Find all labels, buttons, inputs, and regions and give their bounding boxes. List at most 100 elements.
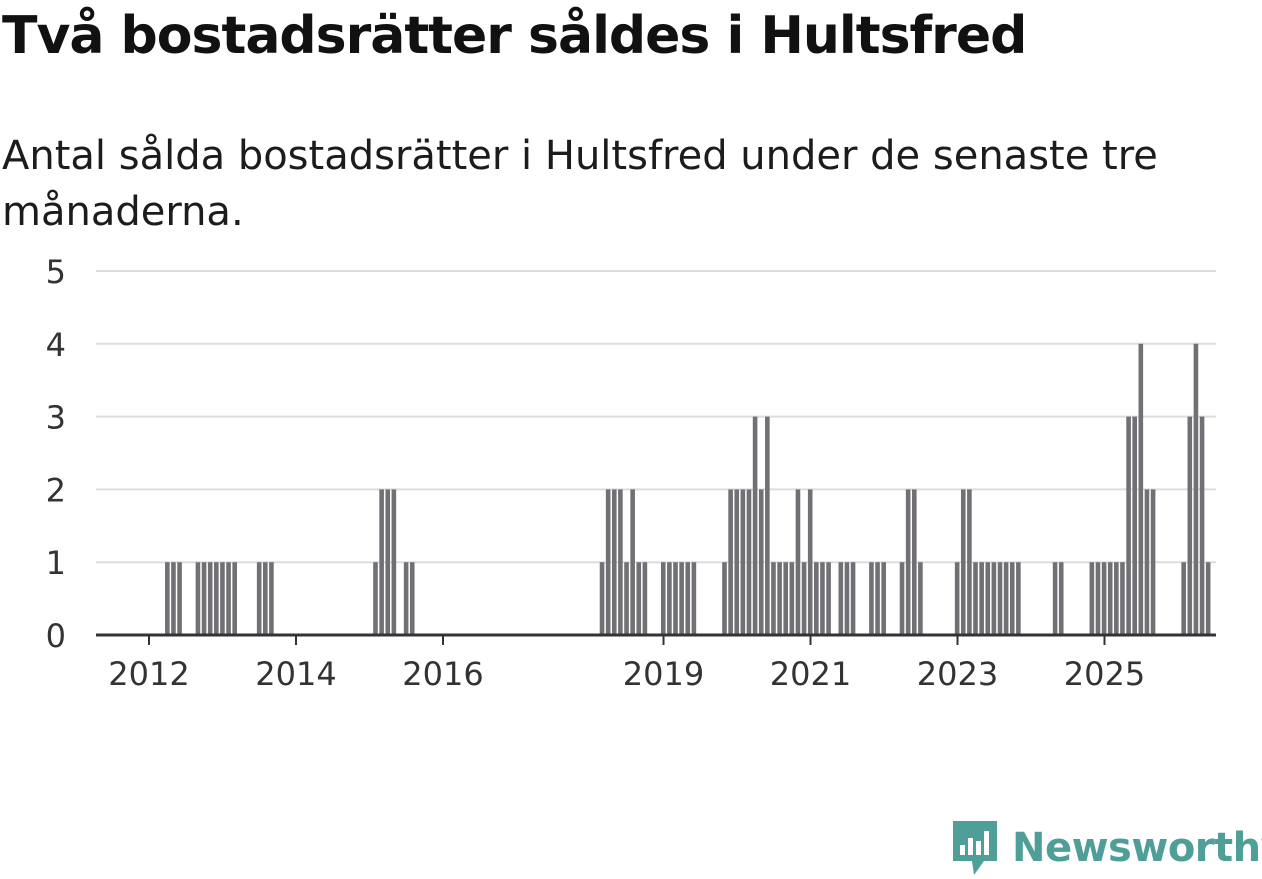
bar xyxy=(771,562,776,635)
bar xyxy=(256,562,262,635)
bar xyxy=(777,562,782,635)
bar xyxy=(201,562,207,635)
y-tick-label: 1 xyxy=(46,544,66,582)
bar xyxy=(1144,489,1150,635)
bar xyxy=(263,562,268,635)
bar xyxy=(220,562,225,635)
bar xyxy=(918,562,923,635)
bar xyxy=(850,562,856,635)
bar xyxy=(660,562,666,635)
bar xyxy=(1150,489,1156,635)
bar xyxy=(373,562,378,635)
bar xyxy=(881,562,886,635)
bar xyxy=(1205,562,1211,635)
bar xyxy=(195,562,201,635)
y-tick-label: 0 xyxy=(46,617,66,655)
bar xyxy=(875,562,880,635)
brand-logo[interactable]: Newsworthy xyxy=(950,818,1262,878)
bar xyxy=(214,562,219,635)
bar xyxy=(611,489,617,635)
bar xyxy=(673,562,678,635)
bar xyxy=(1003,562,1009,635)
bar xyxy=(783,562,789,635)
bar xyxy=(967,489,972,635)
bar xyxy=(685,562,691,635)
bar xyxy=(171,562,176,635)
bar xyxy=(226,562,231,635)
bar xyxy=(630,489,635,635)
y-tick-label: 2 xyxy=(46,471,66,509)
x-tick-label: 2021 xyxy=(770,655,851,693)
bar xyxy=(667,562,672,635)
y-tick-label: 5 xyxy=(46,253,66,291)
bar xyxy=(807,489,813,635)
newsworthy-logo-icon xyxy=(953,821,997,875)
bar xyxy=(624,562,629,635)
bar xyxy=(1199,416,1205,635)
chart-title: Två bostadsrätter såldes i Hultsfred xyxy=(2,6,1027,66)
bar xyxy=(765,416,770,635)
x-tick-label: 2025 xyxy=(1064,655,1145,693)
bar xyxy=(740,489,746,635)
bar xyxy=(1089,562,1095,635)
bar xyxy=(795,489,801,635)
bar xyxy=(905,489,911,635)
bar xyxy=(599,562,605,635)
bar xyxy=(814,562,819,635)
bar xyxy=(734,489,740,635)
bar xyxy=(403,562,409,635)
bar xyxy=(1181,562,1186,635)
x-tick-label: 2016 xyxy=(402,655,483,693)
bar xyxy=(954,562,960,635)
bar xyxy=(758,489,764,635)
bar xyxy=(379,489,384,635)
x-tick-label: 2023 xyxy=(917,655,998,693)
bar xyxy=(991,562,997,635)
bar xyxy=(1016,562,1021,635)
bar xyxy=(1101,562,1107,635)
brand-name: Newsworthy xyxy=(1012,825,1262,871)
bar xyxy=(826,562,831,635)
bar-chart: 01234520122014201620192021202320252 xyxy=(46,253,1216,693)
bar xyxy=(1132,416,1137,635)
bar xyxy=(1058,562,1064,635)
bar xyxy=(385,489,391,635)
bar xyxy=(679,562,684,635)
bar xyxy=(1009,562,1015,635)
x-tick-label: 2014 xyxy=(255,655,336,693)
bar xyxy=(269,562,274,635)
bar xyxy=(232,562,237,635)
bar xyxy=(1095,562,1101,635)
bar xyxy=(869,562,874,635)
bar xyxy=(1138,343,1144,635)
bar xyxy=(691,562,697,635)
bar xyxy=(207,562,213,635)
chart-subtitle: Antal sålda bostadsrätter i Hultsfred un… xyxy=(2,133,1158,235)
bar xyxy=(820,562,825,635)
bar xyxy=(844,562,850,635)
bar xyxy=(605,489,611,635)
bar xyxy=(722,562,727,635)
bar xyxy=(746,489,752,635)
bar xyxy=(1193,343,1199,635)
y-tick-label: 4 xyxy=(46,326,66,364)
bar xyxy=(801,562,807,635)
bar xyxy=(409,562,415,635)
bar xyxy=(1052,562,1058,635)
bar xyxy=(899,562,905,635)
bar xyxy=(997,562,1003,635)
bar xyxy=(642,562,648,635)
bar xyxy=(177,562,182,635)
bar xyxy=(985,562,991,635)
bar xyxy=(960,489,966,635)
bar xyxy=(1114,562,1119,635)
x-tick-label: 2019 xyxy=(623,655,704,693)
bar xyxy=(973,562,978,635)
bar xyxy=(728,489,733,635)
bar xyxy=(1120,562,1125,635)
x-tick-label: 2012 xyxy=(108,655,189,693)
bar xyxy=(618,489,623,635)
bar xyxy=(1126,416,1131,635)
bar xyxy=(789,562,795,635)
y-tick-label: 3 xyxy=(46,399,66,437)
